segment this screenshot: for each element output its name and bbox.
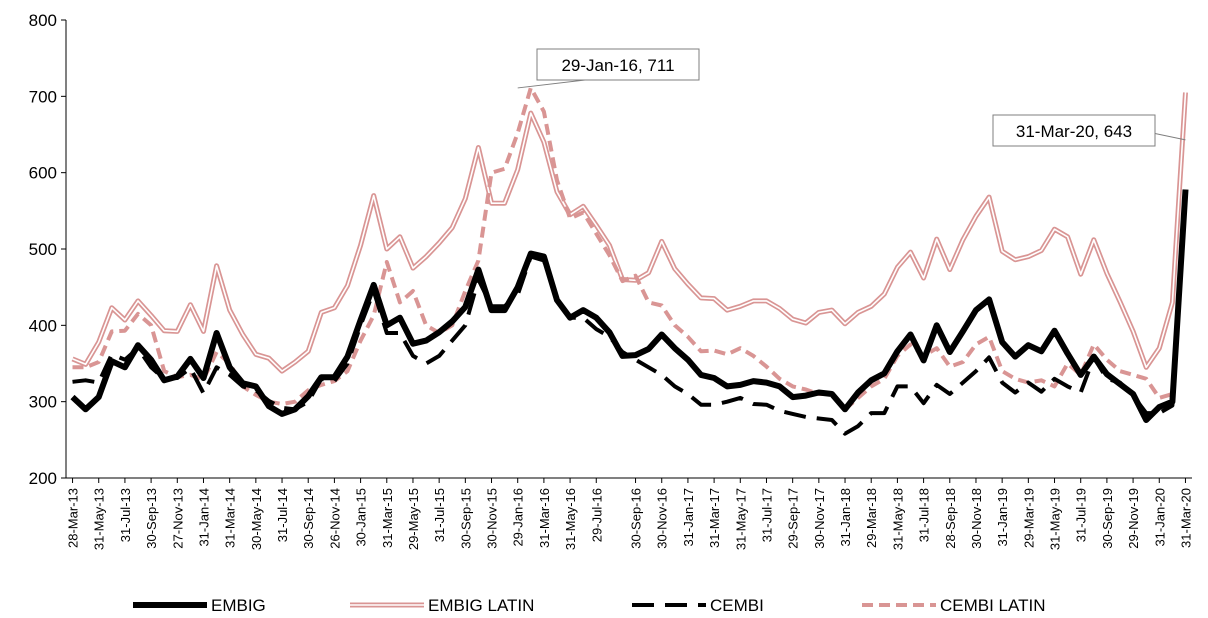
- x-tick-label: 31-May-16: [563, 488, 578, 550]
- legend-item-embig: EMBIG: [133, 596, 266, 615]
- legend-item-embig-latin: EMBIG LATIN: [350, 596, 534, 615]
- x-tick-label: 31-Jan-20: [1152, 488, 1167, 547]
- x-tick-label: 31-Jul-14: [275, 488, 290, 542]
- x-tick-label: 29-Sep-17: [786, 488, 801, 549]
- x-tick-label: 29-Nov-19: [1126, 488, 1141, 549]
- series-line-embig: [70, 189, 1189, 423]
- x-tick-label: 30-Sep-16: [629, 488, 644, 549]
- x-tick-label: 31-May-18: [890, 488, 905, 550]
- x-tick-label: 31-May-13: [92, 488, 107, 550]
- x-tick-label: 31-Jan-19: [995, 488, 1010, 547]
- x-tick-label: 31-Mar-16: [537, 488, 552, 548]
- y-tick-label: 400: [29, 316, 57, 335]
- x-tick-label: 31-Jul-13: [118, 488, 133, 542]
- series-embig: [70, 189, 1189, 423]
- x-tick-label: 31-Mar-15: [380, 488, 395, 548]
- series-cembi-latin: [72, 85, 1188, 412]
- annotation-callout: 31-Mar-20, 643: [992, 114, 1186, 147]
- x-tick-label: 30-Sep-13: [144, 488, 159, 549]
- annotation-leader-line: [1154, 133, 1186, 141]
- x-tick-label: 31-May-17: [733, 488, 748, 550]
- legend-item-cembi: CEMBI: [632, 596, 764, 615]
- legend-item-cembi-latin: CEMBI LATIN: [862, 596, 1045, 615]
- x-tick-label: 31-Jan-14: [196, 488, 211, 547]
- y-tick-label: 700: [29, 87, 57, 106]
- x-tick-label: 30-Nov-16: [655, 488, 670, 549]
- x-tick-label: 30-Jan-15: [354, 488, 369, 547]
- x-tick-label: 28-Sep-18: [943, 488, 958, 549]
- annotation-label: 31-Mar-20, 643: [1016, 122, 1132, 141]
- x-tick-label: 30-Sep-15: [458, 488, 473, 549]
- legend-label: EMBIG LATIN: [428, 596, 534, 615]
- x-tick-label: 30-Sep-14: [301, 488, 316, 549]
- x-tick-label: 29-Jul-16: [589, 488, 604, 542]
- x-tick-label: 30-Nov-17: [812, 488, 827, 549]
- x-tick-label: 31-Jul-17: [759, 488, 774, 542]
- x-tick-label: 31-Jan-17: [681, 488, 696, 547]
- x-tick-label: 29-Mar-19: [1021, 488, 1036, 548]
- annotation-leader-line: [517, 79, 586, 89]
- x-tick-label: 31-Jul-18: [917, 488, 932, 542]
- series-line-cembi-latin: [72, 85, 1188, 412]
- x-tick-label: 27-Nov-13: [170, 488, 185, 549]
- legend-label: EMBIG: [211, 596, 266, 615]
- x-tick-label: 31-Mar-17: [707, 488, 722, 548]
- legend-label: CEMBI LATIN: [940, 596, 1045, 615]
- x-tick-label: 30-May-14: [249, 488, 264, 550]
- series-line-cembi: [72, 195, 1188, 436]
- series-cembi: [72, 195, 1188, 436]
- legend: EMBIG EMBIG LATIN CEMBI CEMBI LATIN: [133, 596, 1045, 615]
- x-tick-label: 29-May-15: [406, 488, 421, 550]
- legend-label: CEMBI: [710, 596, 764, 615]
- x-tick-label: 31-Jan-18: [838, 488, 853, 547]
- x-tick-label: 26-Nov-14: [327, 488, 342, 549]
- x-tick-label: 29-Jan-16: [511, 488, 526, 547]
- x-tick-label: 31-Mar-14: [223, 488, 238, 548]
- x-tick-label: 31-Mar-20: [1178, 488, 1193, 548]
- annotation-label: 29-Jan-16, 711: [561, 56, 674, 75]
- annotations: 29-Jan-16, 711 31-Mar-20, 643: [517, 48, 1186, 147]
- x-tick-label: 30-Sep-19: [1100, 488, 1115, 549]
- x-tick-label: 28-Mar-13: [66, 488, 81, 548]
- annotation-box: [536, 48, 700, 81]
- annotation-callout: 29-Jan-16, 711: [517, 48, 700, 89]
- x-tick-label: 29-Mar-18: [864, 488, 879, 548]
- y-tick-label: 200: [29, 469, 57, 488]
- series-layer: [70, 85, 1189, 436]
- y-tick-label: 500: [29, 240, 57, 259]
- axes: 200 300 400 500 600 700 800 28-Mar-13 31-May-13 3…: [29, 11, 1194, 550]
- x-tick-label: 30-Nov-18: [969, 488, 984, 549]
- y-tick-label: 300: [29, 393, 57, 412]
- x-tick-label: 31-Jul-15: [432, 488, 447, 542]
- annotation-box: [992, 114, 1156, 147]
- x-tick-label: 31-Jul-19: [1074, 488, 1089, 542]
- x-tick-label: 30-Nov-15: [485, 488, 500, 549]
- y-tick-label: 800: [29, 11, 57, 30]
- y-tick-label: 600: [29, 164, 57, 183]
- x-tick-label: 31-May-19: [1048, 488, 1063, 550]
